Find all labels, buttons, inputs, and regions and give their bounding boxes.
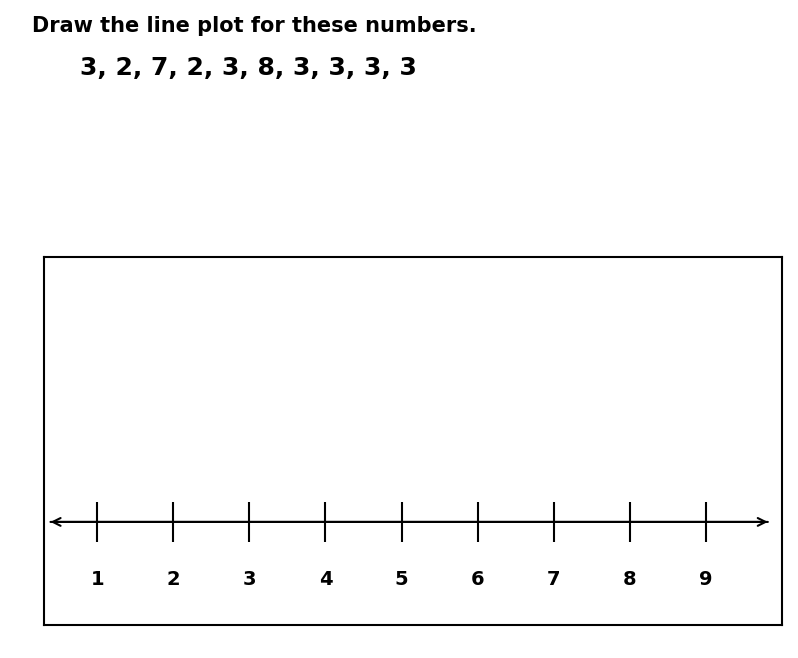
- Text: Draw the line plot for these numbers.: Draw the line plot for these numbers.: [32, 16, 476, 36]
- Text: 3, 2, 7, 2, 3, 8, 3, 3, 3, 3: 3, 2, 7, 2, 3, 8, 3, 3, 3, 3: [80, 56, 417, 80]
- Text: 5: 5: [395, 570, 409, 589]
- Text: 2: 2: [167, 570, 180, 589]
- Text: 9: 9: [699, 570, 713, 589]
- Text: 8: 8: [623, 570, 637, 589]
- Text: 3: 3: [243, 570, 256, 589]
- Text: 6: 6: [471, 570, 484, 589]
- Text: 1: 1: [90, 570, 104, 589]
- Text: 7: 7: [547, 570, 560, 589]
- Text: 4: 4: [318, 570, 332, 589]
